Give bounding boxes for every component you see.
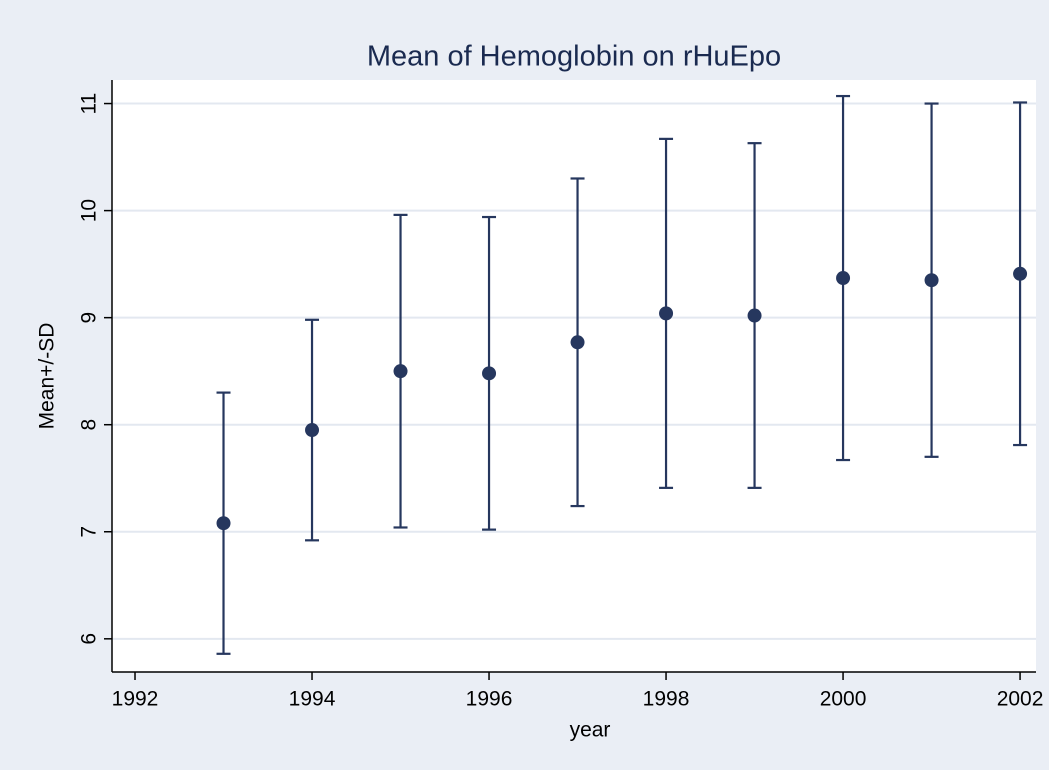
point — [836, 271, 851, 286]
point — [570, 335, 585, 350]
point — [393, 364, 408, 379]
point — [305, 423, 320, 438]
point — [659, 306, 674, 321]
point — [747, 308, 762, 323]
y-tick-label: 7 — [78, 526, 101, 538]
point — [216, 516, 231, 531]
x-axis-label: year — [570, 719, 611, 742]
point — [482, 366, 497, 381]
y-tick-label: 9 — [78, 312, 101, 324]
x-tick-label: 1998 — [643, 688, 690, 711]
x-tick-label: 1996 — [466, 688, 513, 711]
x-tick-label: 2002 — [997, 688, 1044, 711]
y-tick-label: 11 — [78, 93, 101, 115]
x-tick-label: 1994 — [289, 688, 336, 711]
chart-title: Mean of Hemoglobin on rHuEpo — [367, 41, 781, 73]
y-tick-label: 6 — [78, 633, 101, 645]
y-tick-label: 8 — [78, 419, 101, 431]
y-axis-label: Mean+/-SD — [36, 323, 59, 430]
x-tick-label: 2000 — [820, 688, 867, 711]
point — [924, 273, 939, 288]
y-tick-label: 10 — [78, 199, 101, 222]
plot-area — [112, 80, 1036, 672]
point — [1013, 266, 1028, 281]
x-tick-label: 1992 — [112, 688, 159, 711]
